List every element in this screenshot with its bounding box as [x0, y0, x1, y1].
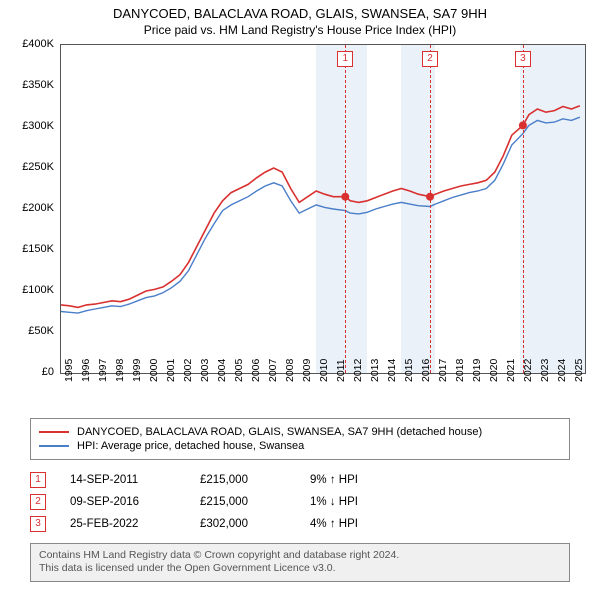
x-axis: 1995199619971998199920002001200220032004…	[60, 374, 586, 404]
x-tick-label: 2019	[471, 359, 483, 382]
legend-label: DANYCOED, BALACLAVA ROAD, GLAIS, SWANSEA…	[77, 426, 482, 438]
chart-title: DANYCOED, BALACLAVA ROAD, GLAIS, SWANSEA…	[0, 0, 600, 21]
sale-row: 1 14-SEP-2011£215,0009% ↑ HPI	[30, 472, 570, 488]
x-tick-label: 2024	[556, 359, 568, 382]
chart-area: £0£50K£100K£150K£200K£250K£300K£350K£400…	[14, 44, 586, 404]
x-tick-label: 2001	[165, 359, 177, 382]
sale-vline	[345, 45, 346, 373]
y-tick-label: £250K	[22, 161, 54, 173]
sale-price: £302,000	[200, 518, 310, 530]
y-tick-label: £0	[42, 366, 54, 378]
sale-marker: 2	[30, 494, 46, 510]
x-tick-label: 2004	[216, 359, 228, 382]
x-tick-label: 1999	[131, 359, 143, 382]
y-tick-label: £100K	[22, 284, 54, 296]
plot-svg	[61, 45, 585, 373]
sale-marker-box: 3	[515, 51, 531, 67]
sale-price: £215,000	[200, 496, 310, 508]
x-tick-label: 2018	[454, 359, 466, 382]
x-tick-label: 2010	[318, 359, 330, 382]
sale-marker-box: 2	[422, 51, 438, 67]
x-tick-label: 2015	[403, 359, 415, 382]
legend-row: DANYCOED, BALACLAVA ROAD, GLAIS, SWANSEA…	[39, 426, 561, 438]
x-tick-label: 2002	[182, 359, 194, 382]
x-tick-label: 2011	[335, 359, 347, 382]
sale-marker: 3	[30, 516, 46, 532]
sale-date: 14-SEP-2011	[70, 474, 200, 486]
y-axis: £0£50K£100K£150K£200K£250K£300K£350K£400…	[14, 44, 58, 374]
x-tick-label: 2007	[267, 359, 279, 382]
legend-label: HPI: Average price, detached house, Swan…	[77, 440, 304, 452]
sale-vline	[430, 45, 431, 373]
x-tick-label: 2003	[199, 359, 211, 382]
sales-table: 1 14-SEP-2011£215,0009% ↑ HPI 2 09-SEP-2016…	[30, 466, 570, 538]
x-tick-label: 1997	[97, 359, 109, 382]
sale-marker-box: 1	[337, 51, 353, 67]
x-tick-label: 2021	[505, 359, 517, 382]
x-tick-label: 2020	[488, 359, 500, 382]
x-tick-label: 1995	[63, 359, 75, 382]
x-tick-label: 2012	[352, 359, 364, 382]
footer-line-1: Contains HM Land Registry data © Crown c…	[39, 549, 561, 563]
x-tick-label: 2013	[369, 359, 381, 382]
chart-subtitle: Price paid vs. HM Land Registry's House …	[0, 21, 600, 41]
x-tick-label: 2016	[420, 359, 432, 382]
x-tick-label: 1998	[114, 359, 126, 382]
x-tick-label: 2023	[539, 359, 551, 382]
x-tick-label: 2006	[250, 359, 262, 382]
x-tick-label: 2008	[284, 359, 296, 382]
y-tick-label: £200K	[22, 202, 54, 214]
sale-date: 09-SEP-2016	[70, 496, 200, 508]
chart-frame: DANYCOED, BALACLAVA ROAD, GLAIS, SWANSEA…	[0, 0, 600, 590]
x-tick-label: 2000	[148, 359, 160, 382]
legend-swatch	[39, 445, 69, 447]
sale-hpi: 9% ↑ HPI	[310, 474, 358, 486]
x-tick-label: 2022	[522, 359, 534, 382]
x-tick-label: 2009	[301, 359, 313, 382]
y-tick-label: £300K	[22, 120, 54, 132]
sale-marker: 1	[30, 472, 46, 488]
sale-hpi: 1% ↓ HPI	[310, 496, 358, 508]
legend-box: DANYCOED, BALACLAVA ROAD, GLAIS, SWANSEA…	[30, 418, 570, 460]
y-tick-label: £350K	[22, 79, 54, 91]
sale-price: £215,000	[200, 474, 310, 486]
plot-area: 1 2 3	[60, 44, 586, 374]
x-tick-label: 1996	[80, 359, 92, 382]
legend-swatch	[39, 431, 69, 433]
x-tick-label: 2005	[233, 359, 245, 382]
y-tick-label: £150K	[22, 243, 54, 255]
footer-box: Contains HM Land Registry data © Crown c…	[30, 543, 570, 582]
series-hpi	[61, 117, 580, 313]
sale-row: 3 25-FEB-2022£302,0004% ↑ HPI	[30, 516, 570, 532]
x-tick-label: 2014	[386, 359, 398, 382]
x-tick-label: 2025	[573, 359, 585, 382]
y-tick-label: £400K	[22, 38, 54, 50]
y-tick-label: £50K	[28, 325, 54, 337]
sale-vline	[523, 45, 524, 373]
legend-row: HPI: Average price, detached house, Swan…	[39, 440, 561, 452]
sale-row: 2 09-SEP-2016£215,0001% ↓ HPI	[30, 494, 570, 510]
sale-hpi: 4% ↑ HPI	[310, 518, 358, 530]
x-tick-label: 2017	[437, 359, 449, 382]
footer-line-2: This data is licensed under the Open Gov…	[39, 562, 561, 576]
sale-date: 25-FEB-2022	[70, 518, 200, 530]
